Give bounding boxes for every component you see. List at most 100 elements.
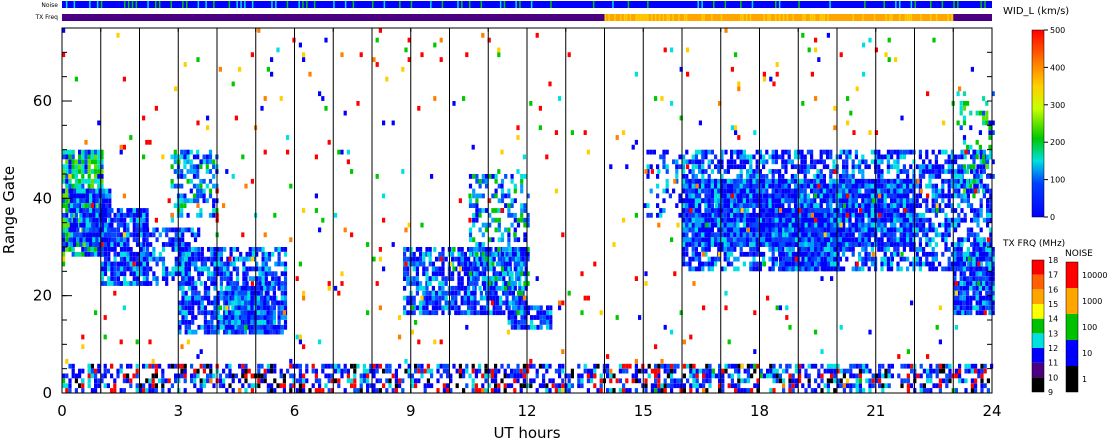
noise-mark <box>592 1 595 8</box>
data-cell <box>454 290 458 296</box>
data-cell <box>752 183 756 189</box>
data-cell <box>928 222 932 228</box>
data-cell <box>966 193 970 199</box>
data-cell <box>886 212 890 218</box>
data-cell <box>119 237 124 243</box>
data-cell <box>922 174 926 179</box>
data-cell <box>714 178 718 184</box>
data-cell <box>223 329 227 335</box>
data-cell <box>736 227 740 233</box>
data-cell <box>823 237 827 243</box>
data-cell <box>890 261 894 267</box>
data-cell <box>192 183 197 189</box>
data-cell <box>752 247 756 252</box>
data-cell <box>101 198 105 204</box>
noise-mark <box>302 1 304 8</box>
data-cell <box>463 251 467 257</box>
data-cell <box>507 227 511 233</box>
data-cell <box>736 232 740 238</box>
data-cell <box>810 227 815 233</box>
data-cell <box>510 178 514 184</box>
data-cell <box>778 256 783 262</box>
noise-mark <box>399 1 401 8</box>
data-cell <box>255 281 259 286</box>
data-cell <box>123 266 127 272</box>
data-cell <box>931 183 935 189</box>
data-cell <box>472 188 476 194</box>
data-cell <box>806 169 810 174</box>
data-cell <box>778 178 782 184</box>
data-cell <box>701 222 705 228</box>
data-cell <box>810 222 815 228</box>
data-cell <box>820 266 824 272</box>
data-cell <box>412 310 416 316</box>
data-cell <box>778 183 782 189</box>
data-cell <box>196 188 200 194</box>
data-cell <box>189 149 193 155</box>
data-cell <box>103 242 108 247</box>
data-cell <box>187 247 191 252</box>
data-cell <box>785 227 789 233</box>
data-cell <box>435 256 439 262</box>
data-cell <box>526 305 530 311</box>
data-cell <box>749 164 753 170</box>
data-cell <box>749 251 753 257</box>
data-cell <box>918 149 922 155</box>
data-cell <box>524 261 528 267</box>
data-cell <box>822 178 826 184</box>
data-cell <box>110 208 114 213</box>
data-cell <box>830 256 834 262</box>
data-cell <box>803 203 807 208</box>
data-cell <box>784 159 788 165</box>
data-cell <box>909 232 913 238</box>
data-cell <box>510 212 514 218</box>
data-cell <box>662 149 666 155</box>
data-cell <box>197 247 201 252</box>
data-cell <box>187 320 191 325</box>
txfreq-mark <box>720 14 723 21</box>
data-cell <box>207 295 211 301</box>
data-cell <box>181 261 185 267</box>
data-cell <box>720 164 724 170</box>
data-cell <box>829 178 833 184</box>
data-cell <box>135 237 140 243</box>
data-cell <box>269 329 273 335</box>
data-cell <box>513 285 517 291</box>
data-cell <box>478 178 482 184</box>
data-cell <box>207 276 211 281</box>
data-cell <box>798 227 802 233</box>
data-cell <box>505 251 509 257</box>
data-cell <box>845 232 849 238</box>
data-cell <box>896 266 900 272</box>
data-cell <box>431 305 435 311</box>
data-cell <box>931 266 935 272</box>
data-cell <box>210 310 214 316</box>
data-cell <box>415 271 419 277</box>
data-cell <box>814 256 818 262</box>
data-cell <box>934 212 938 218</box>
data-cell <box>92 212 96 218</box>
data-cell <box>107 208 111 213</box>
data-cell <box>989 203 993 208</box>
data-cell <box>883 227 887 233</box>
data-cell <box>232 281 236 286</box>
data-cell <box>129 217 133 223</box>
data-cell <box>475 266 479 272</box>
data-cell <box>826 227 831 233</box>
data-cell <box>84 203 88 208</box>
data-cell <box>207 300 211 306</box>
data-cell <box>475 212 479 218</box>
data-cell <box>836 242 840 247</box>
data-cell <box>100 178 104 184</box>
data-cell <box>81 183 85 189</box>
data-cell <box>119 232 124 238</box>
data-cell <box>957 217 961 223</box>
data-cell <box>200 324 204 330</box>
data-cell <box>248 276 252 281</box>
data-cell <box>925 164 929 170</box>
data-cell <box>659 208 663 213</box>
data-cell <box>890 251 894 257</box>
data-cell <box>820 217 824 223</box>
data-cell <box>810 154 814 160</box>
data-cell <box>819 174 823 179</box>
